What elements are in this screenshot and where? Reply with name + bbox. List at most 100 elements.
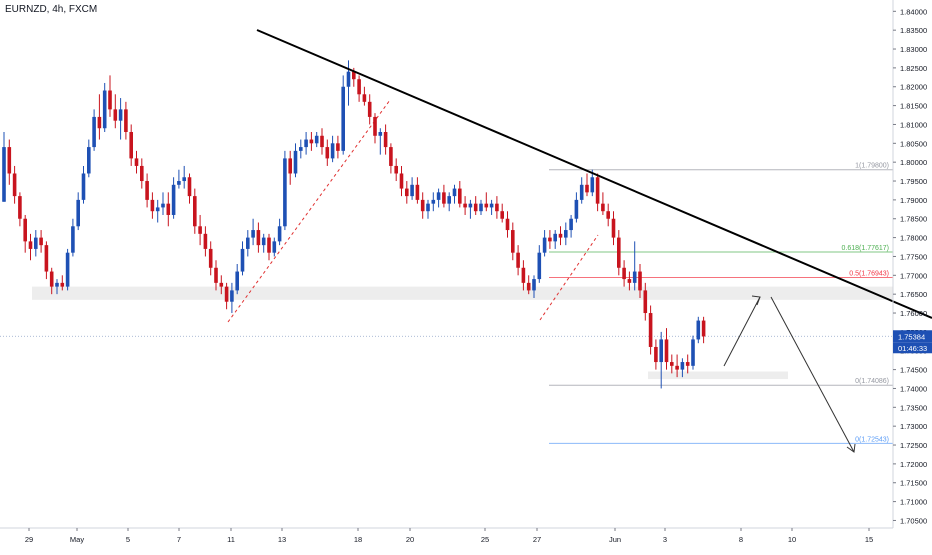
price-tick-label: 1.70500 (900, 516, 927, 525)
candle-body (664, 339, 669, 363)
candle-body (150, 199, 155, 212)
price-tick-label: 1.84000 (900, 7, 927, 16)
time-tick-label: 7 (177, 535, 181, 544)
candle-body (129, 132, 133, 159)
time-tick-label: 5 (126, 535, 130, 544)
time-tick-label: 25 (481, 535, 489, 544)
price-tick-label: 1.82500 (900, 64, 927, 73)
arrow-head-down (846, 443, 856, 453)
candle-body (203, 233, 208, 249)
candle-body (405, 188, 409, 197)
candle-body (632, 271, 637, 283)
candle-body (389, 147, 393, 166)
candle-body (118, 109, 123, 121)
price-tick-label: 1.72500 (900, 441, 927, 450)
rising-channel-line (539, 234, 599, 321)
price-tick-label: 1.77000 (900, 271, 927, 280)
candle-body (526, 282, 531, 291)
candle-body (357, 79, 361, 95)
candle-body (590, 177, 595, 193)
candle-body (325, 147, 330, 159)
last-price-value: 1.75384 (898, 332, 925, 341)
candle-body (177, 181, 181, 185)
candle-body (696, 320, 701, 340)
symbol-title: EURNZD, 4h, FXCM (5, 4, 98, 15)
candle-body (208, 248, 213, 268)
candle-body (108, 90, 112, 110)
time-tick-label: 18 (354, 535, 362, 544)
candle-body (452, 188, 457, 197)
candle-body (219, 282, 224, 287)
candle-body (251, 230, 255, 238)
candle-body (468, 203, 473, 208)
candle-body (155, 207, 160, 212)
candle-body (304, 139, 308, 148)
fib-level-label: 0.5(1.76943) (849, 270, 889, 277)
candle-body (18, 196, 22, 219)
candle-body (675, 365, 679, 370)
candle-body (516, 252, 520, 268)
candle-body (277, 226, 282, 242)
candle-body (500, 211, 504, 219)
candle-body (458, 188, 462, 204)
candle-body (23, 218, 27, 242)
candle-body (230, 290, 234, 302)
candle-body (187, 177, 192, 197)
price-tick-label: 1.79000 (900, 196, 927, 205)
price-tick-label: 1.83000 (900, 45, 927, 54)
candle-body (60, 282, 65, 287)
candle-body (680, 362, 685, 370)
candle-body (39, 237, 43, 246)
candle-body (261, 237, 266, 246)
candle-body (574, 199, 579, 219)
price-tick-label: 1.83500 (900, 26, 927, 35)
candle-body (267, 237, 271, 253)
candle-body (7, 147, 12, 174)
candle-body (701, 320, 706, 337)
time-tick-label: 11 (227, 535, 235, 544)
candle-body (214, 267, 218, 283)
price-tick-label: 1.74500 (900, 366, 927, 375)
candle-body (171, 184, 176, 215)
candle-body (198, 226, 202, 234)
candle-body (320, 135, 324, 148)
price-tick-label: 1.71000 (900, 498, 927, 507)
candle-body (410, 184, 414, 197)
fib-level-label: 0(1.74086) (855, 378, 889, 385)
candle-body (309, 139, 314, 144)
candle-body (55, 282, 59, 287)
price-tick-label: 1.78000 (900, 234, 927, 243)
candle-body (436, 192, 441, 200)
price-tick-label: 1.76000 (900, 309, 927, 318)
price-tick-label: 1.76500 (900, 290, 927, 299)
candle-body (293, 150, 298, 174)
candle-body (638, 271, 642, 291)
candle-body (505, 218, 510, 231)
candle-body (484, 203, 489, 208)
descending-trendline (256, 29, 932, 319)
candle-body (330, 143, 335, 159)
candle-body (415, 184, 420, 200)
candle-body (28, 241, 33, 249)
candle-body (378, 132, 383, 136)
rising-channel-line (227, 99, 391, 323)
price-tick-label: 1.81000 (900, 120, 927, 129)
candle-body (617, 237, 621, 268)
candle-body (113, 109, 118, 121)
candle-body (145, 181, 149, 200)
price-tick-label: 1.82000 (900, 83, 927, 92)
candle-body (564, 230, 568, 238)
candle-body (542, 237, 547, 253)
candle-body (601, 203, 605, 212)
candle-body (314, 135, 319, 144)
candle-body (489, 203, 494, 208)
candle-body (595, 177, 600, 204)
candle-body (473, 203, 478, 212)
candle-body (643, 290, 648, 314)
demand-zone (648, 371, 788, 380)
candle-body (166, 203, 171, 215)
time-tick-label: 8 (739, 535, 743, 544)
candle-body (367, 101, 372, 117)
